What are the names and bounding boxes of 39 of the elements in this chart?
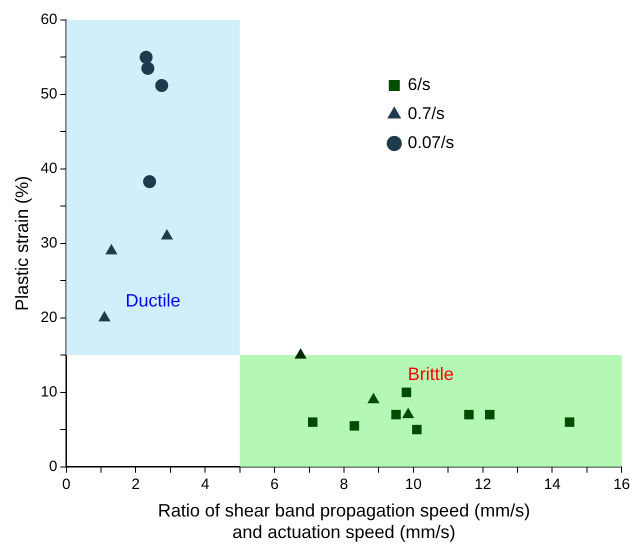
point [402, 388, 412, 398]
point [485, 410, 494, 420]
band-label: Brittle [408, 364, 454, 384]
y-tick-label: 40 [40, 160, 58, 178]
y-tick-label: 0 [48, 458, 58, 475]
legend-label: 0.07/s [408, 133, 454, 152]
y-tick-label: 30 [40, 234, 58, 252]
point [140, 50, 153, 64]
point [98, 311, 110, 322]
point [155, 79, 168, 92]
legend-label: 0.7/s [408, 104, 445, 124]
point [391, 410, 401, 420]
point [294, 348, 306, 359]
point [106, 244, 118, 254]
x-axis-title: Ratio of shear band propagation speed (mm/s) and actuation speed (mm/s) [158, 500, 530, 542]
y-tick-label: 20 [40, 309, 58, 326]
x-tick-label: 10 [405, 476, 422, 493]
y-tick-label: 10 [40, 383, 58, 400]
x-tick-label: 8 [340, 476, 348, 493]
point [564, 417, 574, 427]
y-axis-title: Plastic strain (%) [12, 176, 32, 311]
point [412, 424, 422, 434]
point [141, 62, 154, 75]
x-tick-label: 6 [270, 476, 279, 493]
x-tick-label: 4 [200, 476, 210, 493]
x-tick-label: 0 [62, 476, 70, 493]
point [143, 175, 156, 188]
y-tick-label: 60 [40, 11, 58, 28]
point [350, 421, 360, 431]
point [308, 417, 318, 427]
point [464, 410, 474, 420]
legend-label: 6/s [408, 75, 430, 94]
point [161, 229, 173, 240]
x-tick-label: 2 [132, 476, 140, 493]
y-tick-label: 50 [40, 86, 58, 103]
x-tick-label: 14 [544, 476, 561, 493]
x-tick-label: 12 [474, 476, 492, 493]
band-label: Ductile [126, 290, 181, 310]
x-tick-label: 16 [613, 476, 630, 493]
